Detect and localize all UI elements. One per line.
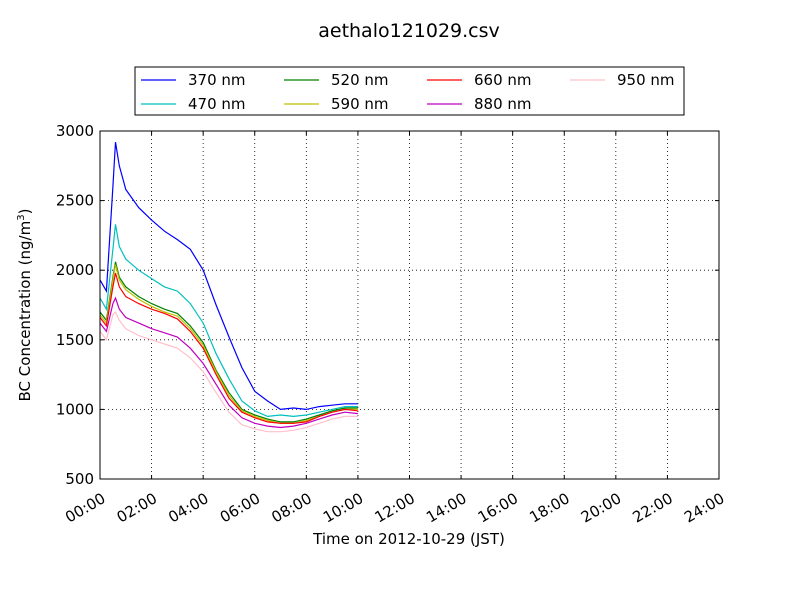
x-axis-label: Time on 2012-10-29 (JST) <box>312 530 505 548</box>
chart-title: aethalo121029.csv <box>318 20 500 42</box>
legend-label: 950 nm <box>617 71 675 89</box>
series-line-590-nm <box>99 264 358 424</box>
y-tick-label: 2500 <box>56 192 94 210</box>
series-line-950-nm <box>99 310 358 433</box>
legend-label: 470 nm <box>188 95 246 113</box>
legend-label: 880 nm <box>474 95 532 113</box>
x-tick-label: 02:00 <box>114 489 160 526</box>
y-tick-label: 1000 <box>56 400 94 418</box>
y-axis-label: BC Concentration (ng/m3) <box>16 209 34 402</box>
y-tick-label: 500 <box>65 470 94 488</box>
legend-label: 520 nm <box>331 71 389 89</box>
y-tick-label: 3000 <box>56 122 94 140</box>
legend-label: 590 nm <box>331 95 389 113</box>
y-axis-label-text: BC Concentration (ng/m <box>16 221 34 402</box>
y-axis-label-suffix: ) <box>16 209 34 215</box>
legend-label: 370 nm <box>188 71 246 89</box>
x-tick-label: 16:00 <box>475 489 521 526</box>
series-line-880-nm <box>99 296 358 429</box>
series-lines <box>99 142 358 433</box>
series-line-660-nm <box>99 272 358 424</box>
y-tick-label: 1500 <box>56 331 94 349</box>
grid <box>100 131 719 479</box>
legend-label: 660 nm <box>474 71 532 89</box>
series-line-470-nm <box>99 224 358 418</box>
y-axis-label-superscript: 3 <box>16 214 27 220</box>
x-tick-label: 06:00 <box>217 489 263 526</box>
x-tick-label: 24:00 <box>681 489 727 526</box>
legend-box <box>134 66 685 116</box>
x-tick-label: 04:00 <box>165 489 211 526</box>
x-tick-label: 22:00 <box>630 489 676 526</box>
axis-ticks: 00:00 02:00 04:00 06:00 08:00 10:00 12:00 14:00… <box>56 122 728 526</box>
series-line-520-nm <box>99 261 358 423</box>
y-tick-label: 2000 <box>56 261 94 279</box>
x-tick-label: 18:00 <box>526 489 572 526</box>
x-tick-label: 12:00 <box>372 489 418 526</box>
x-tick-label: 00:00 <box>62 489 108 526</box>
x-tick-label: 20:00 <box>578 489 624 526</box>
legend: 370 nm 470 nm 520 nm 590 nm 660 nm 880 nm 950 … <box>134 66 685 116</box>
series-line-370-nm <box>99 142 358 411</box>
x-tick-label: 14:00 <box>423 489 469 526</box>
x-tick-label: 08:00 <box>268 489 314 526</box>
x-tick-label: 10:00 <box>320 489 366 526</box>
